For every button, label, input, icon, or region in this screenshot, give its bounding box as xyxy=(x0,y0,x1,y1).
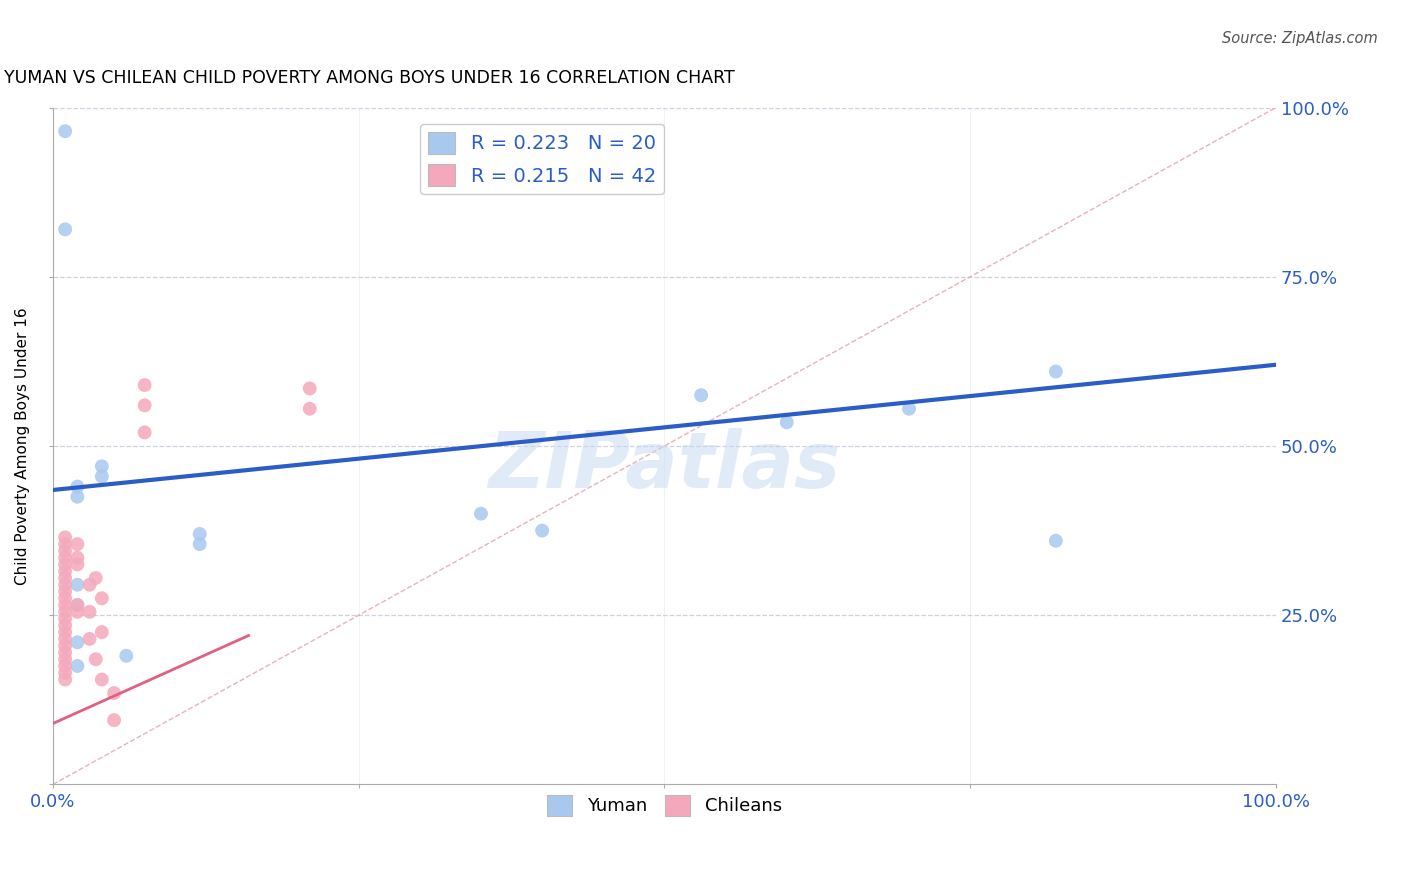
Point xyxy=(53,124,76,138)
Point xyxy=(53,632,76,646)
Point xyxy=(53,665,76,680)
Point xyxy=(53,591,76,606)
Point xyxy=(776,415,799,429)
Point xyxy=(188,537,211,551)
Point xyxy=(53,537,76,551)
Point xyxy=(84,652,107,666)
Point xyxy=(90,469,112,483)
Point xyxy=(103,686,125,700)
Point xyxy=(66,659,89,673)
Point xyxy=(53,645,76,659)
Point xyxy=(898,401,921,416)
Point xyxy=(66,537,89,551)
Point xyxy=(1045,364,1067,378)
Point xyxy=(298,381,321,395)
Point xyxy=(66,550,89,565)
Point xyxy=(66,578,89,592)
Point xyxy=(134,398,156,412)
Point xyxy=(90,591,112,606)
Point xyxy=(53,652,76,666)
Point xyxy=(298,401,321,416)
Point xyxy=(53,530,76,544)
Point xyxy=(115,648,138,663)
Text: YUMAN VS CHILEAN CHILD POVERTY AMONG BOYS UNDER 16 CORRELATION CHART: YUMAN VS CHILEAN CHILD POVERTY AMONG BOY… xyxy=(4,69,735,87)
Point xyxy=(531,524,554,538)
Point xyxy=(53,222,76,236)
Point xyxy=(53,578,76,592)
Point xyxy=(90,673,112,687)
Point xyxy=(66,558,89,572)
Point xyxy=(53,564,76,578)
Point xyxy=(66,598,89,612)
Point xyxy=(53,625,76,640)
Point xyxy=(53,605,76,619)
Point xyxy=(53,550,76,565)
Point xyxy=(53,659,76,673)
Point xyxy=(84,571,107,585)
Point xyxy=(53,598,76,612)
Point xyxy=(53,639,76,653)
Point xyxy=(134,425,156,440)
Y-axis label: Child Poverty Among Boys Under 16: Child Poverty Among Boys Under 16 xyxy=(15,307,30,585)
Point xyxy=(79,605,101,619)
Point xyxy=(103,713,125,727)
Point xyxy=(53,618,76,632)
Point xyxy=(53,558,76,572)
Point xyxy=(53,611,76,625)
Point xyxy=(470,507,492,521)
Point xyxy=(90,459,112,474)
Point xyxy=(53,571,76,585)
Point xyxy=(188,527,211,541)
Text: Source: ZipAtlas.com: Source: ZipAtlas.com xyxy=(1222,31,1378,46)
Point xyxy=(53,584,76,599)
Point xyxy=(134,378,156,392)
Point xyxy=(66,480,89,494)
Legend: Yuman, Chileans: Yuman, Chileans xyxy=(540,788,789,822)
Point xyxy=(690,388,713,402)
Point xyxy=(79,632,101,646)
Point xyxy=(53,544,76,558)
Text: ZIPatlas: ZIPatlas xyxy=(488,428,841,504)
Point xyxy=(66,598,89,612)
Point xyxy=(1045,533,1067,548)
Point xyxy=(79,578,101,592)
Point xyxy=(90,625,112,640)
Point xyxy=(66,490,89,504)
Point xyxy=(66,635,89,649)
Point xyxy=(66,605,89,619)
Point xyxy=(53,673,76,687)
